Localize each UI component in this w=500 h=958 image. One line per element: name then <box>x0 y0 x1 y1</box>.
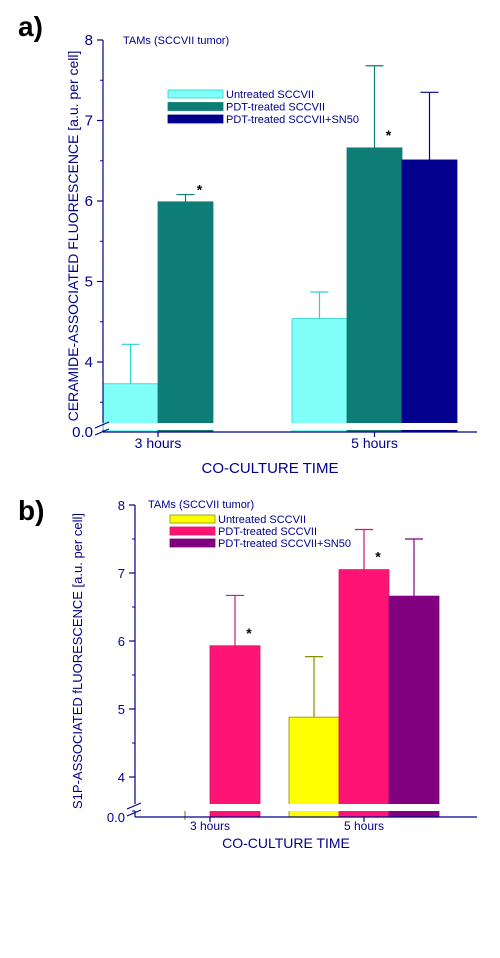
significance-star: * <box>246 625 252 641</box>
bar-pdt-treated-sccvii-3-hours <box>157 201 214 433</box>
chart-b-svg: b) TAMs (SCCVII tumor) * * 4 5 6 7 8 0.0 3 hours 5 … <box>18 495 477 851</box>
significance-star: * <box>197 182 203 198</box>
x-tick-label: 3 hours <box>135 435 182 451</box>
x-tick-label: 3 hours <box>190 819 230 833</box>
y-tick-label-break: 0.0 <box>107 810 125 825</box>
significance-star: * <box>375 549 381 565</box>
legend-label: PDT-treated SCCVII <box>218 526 317 538</box>
y-tick-label: 6 <box>118 634 125 649</box>
bar-pdt-treated-sccvii-sn50-5-hours <box>388 595 440 818</box>
axis-break-band <box>136 804 477 811</box>
y-tick-label: 4 <box>85 354 93 371</box>
axis-break-mark <box>94 428 110 436</box>
bar-untreated-sccvii-5-hours <box>291 318 348 433</box>
legend-swatch <box>167 89 224 99</box>
legend-label: PDT-treated SCCVII+SN50 <box>226 114 359 126</box>
axis-break-mark <box>126 809 142 817</box>
legend-label: PDT-treated SCCVII+SN50 <box>218 538 351 550</box>
annotation-text: TAMs (SCCVII tumor) <box>123 35 229 47</box>
legend-label: Untreated SCCVII <box>218 514 306 526</box>
panel-letter: b) <box>18 495 44 526</box>
axis-break-mark <box>126 802 142 810</box>
panel-letter: a) <box>18 11 43 42</box>
y-tick-label: 8 <box>85 32 93 49</box>
significance-star: * <box>386 127 392 143</box>
y-axis-title: CERAMIDE-ASSOCIATED FLUORESCENCE [a.u. p… <box>65 51 81 422</box>
legend-swatch <box>169 538 216 548</box>
bar-pdt-treated-sccvii-5-hours <box>346 147 403 433</box>
legend-swatch <box>169 526 216 536</box>
axis-break-mark <box>94 421 110 429</box>
y-tick-label: 4 <box>118 770 125 785</box>
x-tick-label: 5 hours <box>351 435 398 451</box>
chart-panel-a: a) TAMs (SCCVII tumor) * * 4 5 6 7 8 0.0 3 hours 5 … <box>0 0 500 478</box>
annotation-text: TAMs (SCCVII tumor) <box>148 499 254 511</box>
bar-pdt-treated-sccvii-sn50-5-hours <box>401 159 458 433</box>
y-tick-label-break: 0.0 <box>72 424 93 441</box>
y-axis-title: S1P-ASSOCIATED fLUORESCENCE [a.u. per ce… <box>70 513 85 809</box>
chart-a-svg: a) TAMs (SCCVII tumor) * * 4 5 6 7 8 0.0 3 hours 5 … <box>18 11 477 477</box>
x-tick-label: 5 hours <box>344 819 384 833</box>
y-tick-label: 5 <box>85 274 93 291</box>
y-tick-label: 8 <box>118 498 125 513</box>
y-tick-label: 7 <box>85 113 93 130</box>
legend-label: Untreated SCCVII <box>226 89 314 101</box>
bar-pdt-treated-sccvii-3-hours <box>209 645 261 818</box>
legend-swatch <box>167 102 224 111</box>
chart-panel-b: b) TAMs (SCCVII tumor) * * 4 5 6 7 8 0.0 3 hours 5 … <box>0 480 500 958</box>
bar-pdt-treated-sccvii-5-hours <box>338 569 390 818</box>
bar-untreated-sccvii-5-hours <box>288 716 340 818</box>
y-tick-label: 6 <box>85 193 93 210</box>
legend-label: PDT-treated SCCVII <box>226 102 325 114</box>
legend-swatch <box>167 114 224 124</box>
y-tick-label: 5 <box>118 702 125 717</box>
y-tick-label: 7 <box>118 566 125 581</box>
x-axis-title: CO-CULTURE TIME <box>202 460 339 477</box>
x-axis-title: CO-CULTURE TIME <box>222 835 350 851</box>
legend-swatch <box>169 514 216 524</box>
axis-break-band <box>104 423 477 430</box>
